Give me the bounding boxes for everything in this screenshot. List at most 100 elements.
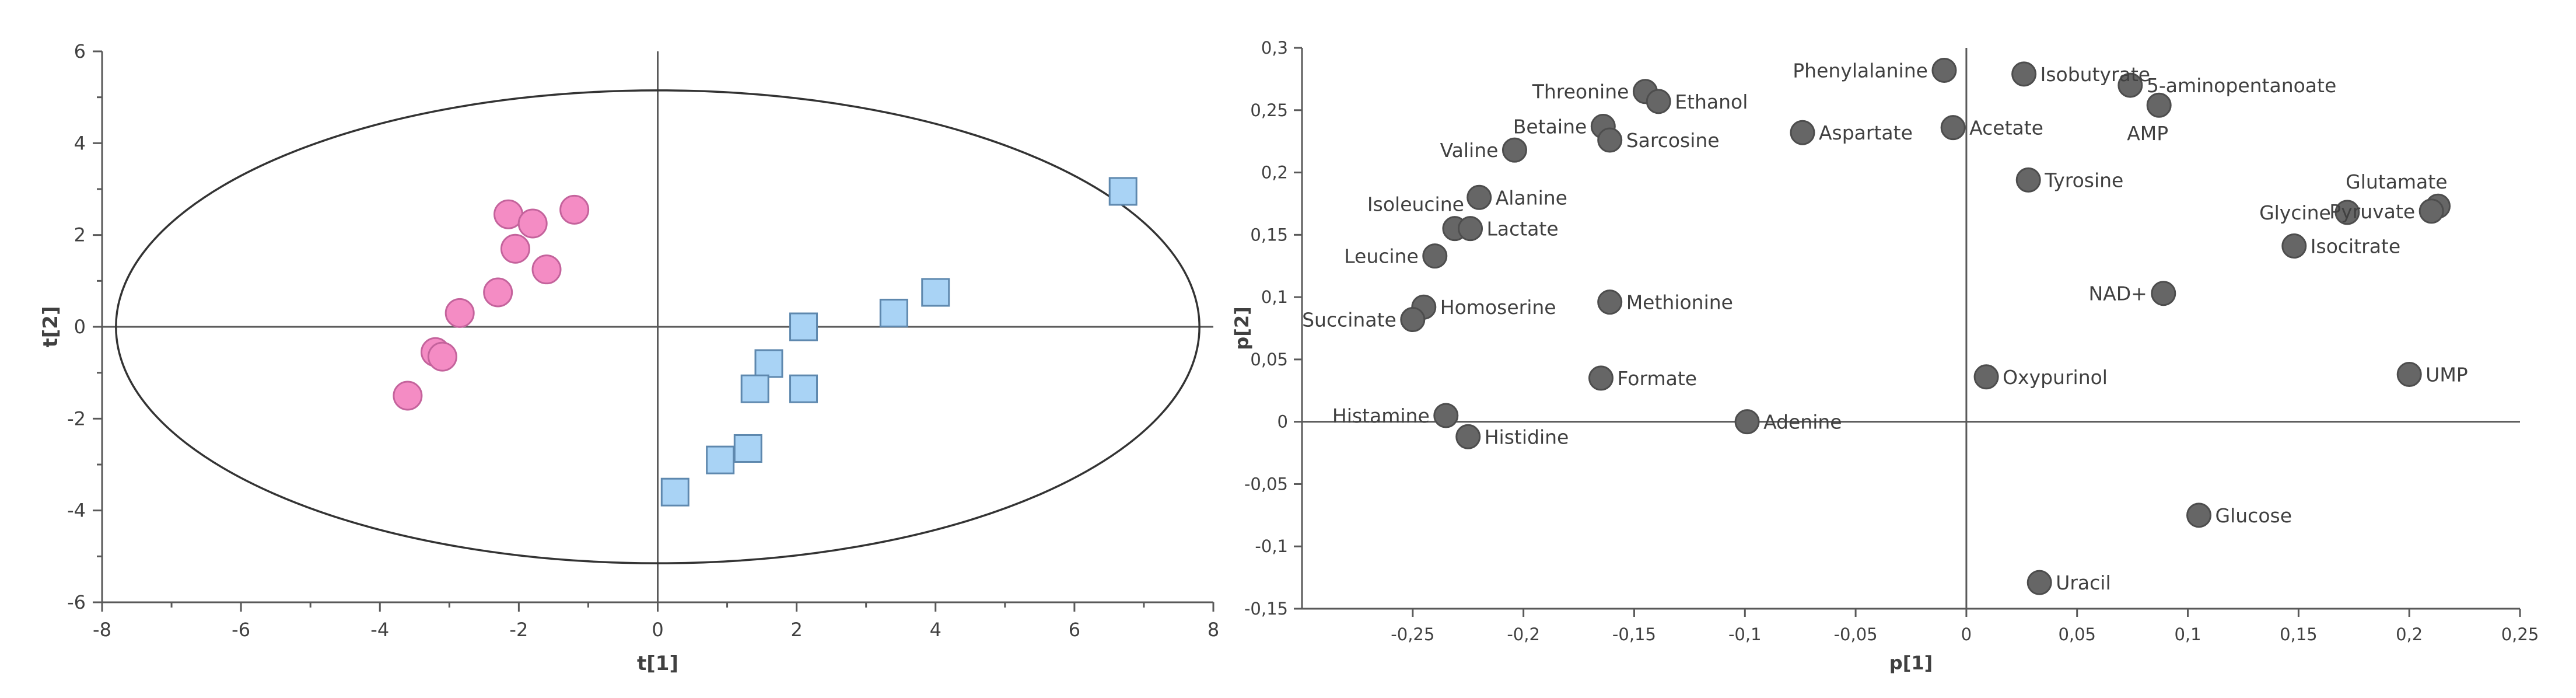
loading-point-label: Adenine [1763, 411, 1842, 434]
x-tick-label: -2 [509, 619, 528, 641]
loading-point-label: Leucine [1344, 245, 1419, 268]
loading-point [1931, 57, 1957, 83]
loading-point-label: Pyruvate [2329, 200, 2415, 223]
y-tick-label: 0,1 [1261, 287, 1288, 307]
loading-point [1466, 184, 1492, 210]
loading-point [1588, 365, 1614, 391]
loading-point-label: Isoleucine [1367, 193, 1464, 216]
y-tick-label: 0 [74, 316, 86, 338]
x-tick-label: 0,05 [2058, 624, 2096, 644]
y-tick-label: 2 [74, 224, 86, 246]
loading-point-label: Glucose [2216, 504, 2292, 527]
score-point-circle [393, 381, 423, 411]
x-tick-label: -0,1 [1728, 624, 1762, 644]
score-point-square [921, 278, 950, 307]
x-tick-label: 8 [1208, 619, 1219, 641]
loading-point [2334, 200, 2360, 225]
loading-point-label: Valine [1440, 139, 1499, 162]
score-point-square [733, 434, 762, 463]
y-tick-label: 0,2 [1261, 163, 1288, 183]
x-tick-label: 0 [652, 619, 663, 641]
x-axis-label: p[1] [1889, 652, 1933, 674]
score-point-circle [483, 277, 513, 308]
loading-plot: -0,25 -0,2 -0,15 -0,1 -0,05 0 0,05 0,1 0,15 0,2 0,… [1231, 38, 2539, 674]
y-tick-label: -0,1 [1255, 536, 1288, 556]
loading-point [1597, 127, 1623, 153]
x-tick-label: -6 [232, 619, 250, 641]
score-plot: -8 -6 -4 -2 0 2 4 6 8 -6 -4 -2 0 2 4 6 t[1] t[2] [39, 40, 1219, 675]
x-tick-label: 6 [1069, 619, 1080, 641]
x-tick-label: 0,1 [2174, 624, 2201, 644]
x-tick-label: -8 [93, 619, 111, 641]
x-tick-label: 0 [1961, 624, 1972, 644]
score-point-square [879, 298, 908, 327]
loading-point-label: Oxypurinol [2003, 366, 2108, 389]
score-point-circle [444, 298, 475, 328]
x-tick-label: 0,25 [2501, 624, 2539, 644]
loading-point [1973, 364, 1999, 390]
y-tick-label: 0,05 [1250, 350, 1288, 369]
y-tick-label: 6 [74, 40, 86, 62]
loading-point-label: Methionine [1626, 291, 1733, 314]
confidence-ellipse [115, 89, 1200, 564]
y-axis-label: t[2] [39, 306, 62, 348]
loading-point [2146, 92, 2172, 118]
score-point-circle [517, 208, 548, 239]
loading-point-label: Isobutyrate [2041, 63, 2150, 86]
score-point-square [1108, 177, 1138, 206]
y-tick-label: 0 [1278, 412, 1288, 432]
loading-point-label: Glycine [2259, 201, 2331, 224]
x-tick-label: 2 [790, 619, 802, 641]
score-point-circle [500, 233, 530, 264]
loading-point [1433, 403, 1459, 428]
loading-point-label: Aspartate [1819, 121, 1913, 144]
loading-point [1734, 409, 1760, 435]
loading-point-label: 5-aminopentanoate [2147, 74, 2336, 97]
loading-point [1790, 120, 1815, 145]
x-tick-label: 0,2 [2396, 624, 2423, 644]
x-tick-label: -0,25 [1391, 624, 1434, 644]
loading-point-label: Isocitrate [2311, 235, 2400, 258]
score-point-circle [427, 341, 457, 372]
score-point-circle [559, 194, 590, 225]
loading-point [1940, 115, 1966, 141]
loading-point [2396, 362, 2422, 388]
loading-point-label: Tyrosine [2044, 169, 2123, 191]
loading-point [1502, 137, 1527, 163]
loading-point [1458, 216, 1483, 242]
score-point-square [706, 445, 735, 474]
x-tick-label: -0,15 [1612, 624, 1656, 644]
loading-point-label: Betaine [1513, 116, 1587, 138]
loading-point-label: UMP [2426, 364, 2468, 386]
score-point-square [754, 349, 783, 378]
y-tick-label: -6 [67, 591, 86, 613]
loading-point [1422, 243, 1448, 269]
loading-point [2281, 233, 2307, 259]
loading-point-label: Phenylalanine [1793, 59, 1928, 82]
y-tick-label: 0,3 [1261, 38, 1288, 58]
loading-point-label: Formate [1618, 367, 1698, 390]
loading-point-label: Threonine [1532, 81, 1629, 103]
loading-point-label: Homoserine [1440, 296, 1556, 319]
loading-point-label: Histamine [1332, 404, 1430, 427]
loading-point [2118, 72, 2143, 98]
loading-point [1455, 424, 1481, 449]
loading-point-label: Lactate [1487, 218, 1559, 240]
y-tick-label: -2 [67, 407, 86, 430]
loading-point-label: Ethanol [1675, 90, 1748, 113]
score-point-square [789, 312, 818, 341]
y-tick-label: -0,15 [1244, 599, 1288, 619]
x-tick-label: -4 [370, 619, 389, 641]
loading-point-label: Sarcosine [1626, 129, 1720, 152]
y-tick-label: 0,15 [1250, 225, 1288, 245]
loading-point-label: Acetate [1969, 117, 2043, 139]
score-point-square [740, 374, 769, 403]
loading-point [1597, 289, 1623, 315]
y-tick-label: -4 [67, 500, 86, 522]
score-point-square [660, 477, 690, 507]
y-tick-label: 0,25 [1250, 100, 1288, 120]
loading-point [2015, 167, 2041, 193]
score-point-square [789, 374, 818, 403]
loading-point-label: AMP [2127, 122, 2168, 145]
